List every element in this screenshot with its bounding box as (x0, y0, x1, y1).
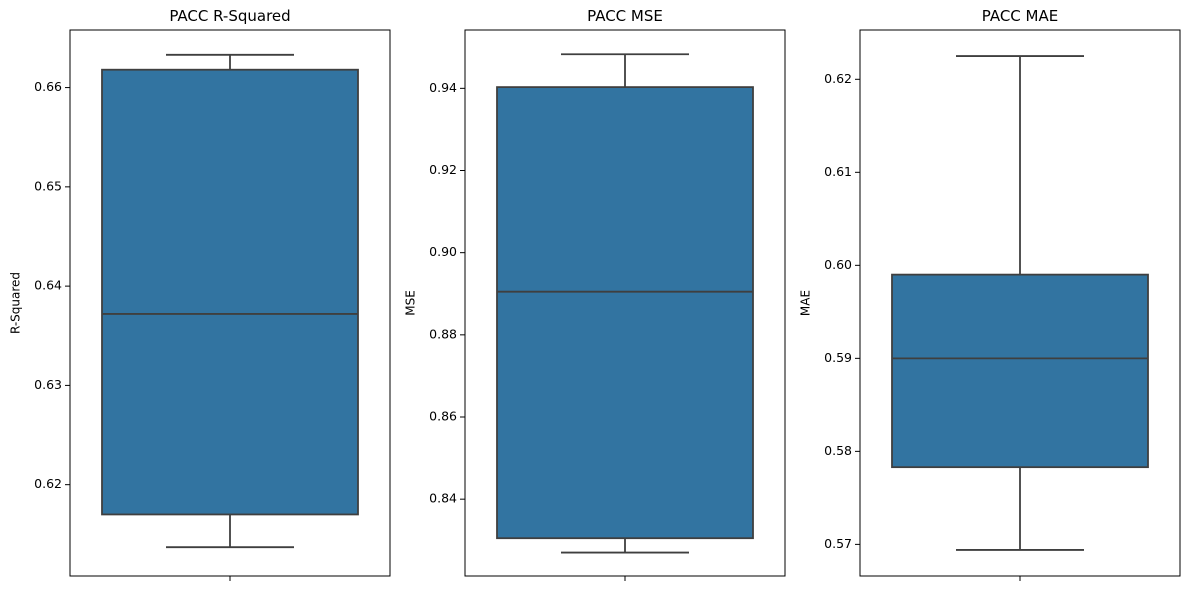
y-tick-label: 0.57 (824, 536, 852, 551)
y-tick-label: 0.64 (34, 278, 62, 293)
y-tick-label: 0.61 (824, 164, 852, 179)
chart-title: PACC MAE (982, 7, 1058, 25)
y-tick-label: 0.62 (34, 476, 62, 491)
y-tick-label: 0.59 (824, 350, 852, 365)
chart-panel-1: PACC R-Squared R-Squared 0.62 0.63 0.64 0.65 0… (9, 7, 391, 581)
y-tick-label: 0.62 (824, 71, 852, 86)
y-tick-label: 0.58 (824, 443, 852, 458)
chart-title: PACC MSE (587, 7, 663, 25)
y-tick-label: 0.88 (429, 326, 457, 341)
box-iqr (891, 273, 1149, 469)
chart-title: PACC R-Squared (169, 7, 290, 25)
y-tick-label: 0.84 (429, 491, 457, 506)
y-tick-label: 0.86 (429, 409, 457, 424)
y-axis-label: R-Squared (9, 272, 23, 334)
chart-panel-2: PACC MSE MSE 0.84 0.86 0.88 0.90 0.92 0.94 (404, 7, 786, 581)
y-axis-label: MAE (799, 290, 813, 316)
y-tick-label: 0.63 (34, 377, 62, 392)
y-tick-label: 0.92 (429, 162, 457, 177)
y-tick-label: 0.66 (34, 79, 62, 94)
y-tick-label: 0.60 (824, 257, 852, 272)
y-tick-label: 0.65 (34, 178, 62, 193)
y-tick-label: 0.94 (429, 80, 457, 95)
y-tick-label: 0.90 (429, 244, 457, 259)
box-iqr (496, 86, 754, 540)
y-axis-label: MSE (404, 290, 418, 316)
chart-panel-3: PACC MAE MAE 0.57 0.58 0.59 0.60 0.61 0.62 (799, 7, 1181, 581)
box-iqr (101, 68, 359, 516)
